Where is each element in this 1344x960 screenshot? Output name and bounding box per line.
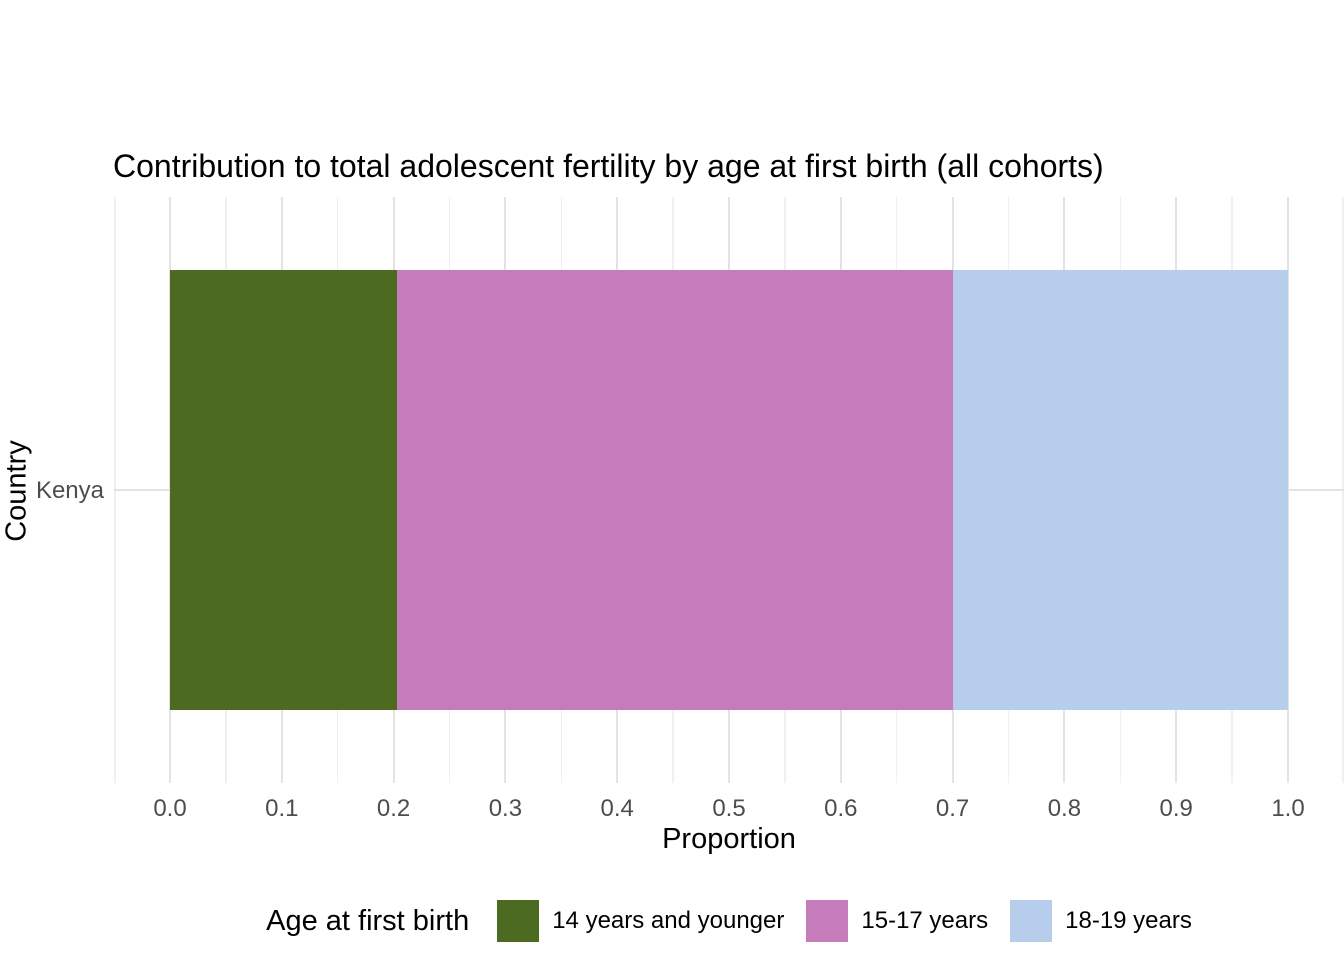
chart-title: Contribution to total adolescent fertili…	[113, 148, 1104, 184]
x-tick-label: 1.0	[1271, 795, 1305, 822]
bar-segment-2-15-17-years	[396, 270, 953, 710]
x-tick-label: 0.4	[600, 795, 634, 822]
x-axis-title: Proportion	[662, 823, 796, 855]
legend: Age at first birth 14 years and younger …	[114, 897, 1344, 945]
x-tick-label: 0.2	[376, 795, 411, 822]
x-axis-tick-labels: 0.0 0.1 0.2 0.3 0.4 0.5 0.6 0.7 0.8 0.9 1.0	[114, 795, 1344, 825]
x-tick-label: 0.9	[1159, 795, 1193, 822]
legend-swatch-14-and-younger	[497, 900, 540, 942]
plot-panel	[114, 197, 1344, 783]
bar-segment-3-18-19-years	[952, 270, 1288, 710]
legend-item-15-17: 15-17 years	[806, 900, 988, 942]
x-tick-label: 0.1	[265, 795, 299, 822]
bar-segment-1-14-years-and-younger	[170, 270, 397, 710]
x-tick-label: 0.5	[712, 795, 746, 822]
x-tick-label: 0.8	[1047, 795, 1082, 822]
x-tick-label: 0.7	[935, 795, 970, 822]
legend-item-14-and-younger: 14 years and younger	[497, 900, 784, 942]
legend-swatch-18-19	[1010, 900, 1053, 942]
legend-label: 14 years and younger	[552, 907, 785, 934]
legend-item-18-19: 18-19 years	[1010, 900, 1192, 942]
x-tick-label: 0.3	[488, 795, 523, 822]
legend-label: 18-19 years	[1065, 907, 1192, 934]
y-tick-label-kenya: Kenya	[35, 477, 104, 504]
legend-label: 15-17 years	[861, 907, 989, 934]
legend-title: Age at first birth	[266, 904, 470, 937]
x-tick-label: 0.6	[824, 795, 858, 822]
legend-swatch-15-17	[806, 900, 849, 942]
x-tick-label: 0.0	[153, 795, 187, 822]
